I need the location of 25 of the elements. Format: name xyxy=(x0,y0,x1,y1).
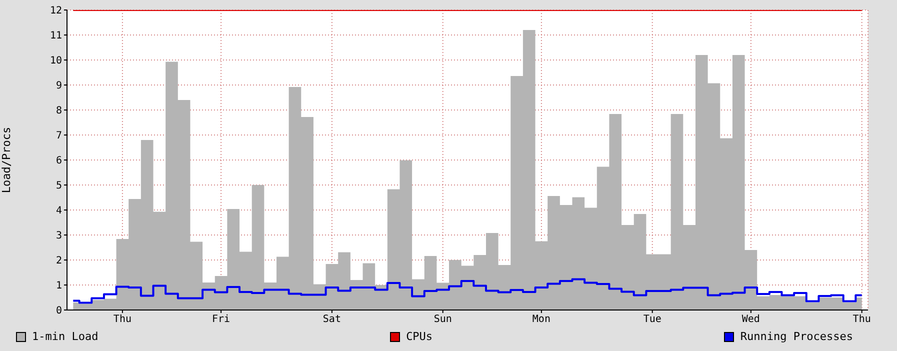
y-tick-label: 9 xyxy=(56,80,62,92)
x-tick-label: Tue xyxy=(643,314,662,326)
y-tick-label: 10 xyxy=(50,56,62,67)
x-tick-label: Sun xyxy=(434,314,452,326)
y-tick-label: 4 xyxy=(56,206,62,217)
y-tick-label: 12 xyxy=(50,6,62,17)
y-tick-label: 7 xyxy=(56,130,62,142)
legend-label: CPUs xyxy=(406,330,433,343)
x-tick-label: Thu xyxy=(113,314,132,326)
x-tick-label: Fri xyxy=(212,314,230,326)
y-axis-title: Load/Procs xyxy=(0,126,13,194)
x-tick-label: Thu xyxy=(852,314,871,326)
y-tick-label: 8 xyxy=(56,106,62,117)
y-tick-label: 6 xyxy=(56,156,62,167)
legend-label: 1-min Load xyxy=(32,330,98,343)
y-tick-label: 3 xyxy=(56,230,62,242)
y-tick-label: 2 xyxy=(56,256,62,267)
y-tick-label: 5 xyxy=(56,180,62,192)
y-tick-label: 11 xyxy=(50,30,62,42)
legend-label: Running Processes xyxy=(740,330,853,343)
y-tick-label: 0 xyxy=(56,306,62,317)
x-tick-label: Mon xyxy=(532,314,550,326)
x-tick-label: Wed xyxy=(742,314,760,326)
y-tick-label: 1 xyxy=(56,280,62,292)
x-tick-label: Sat xyxy=(322,314,341,326)
